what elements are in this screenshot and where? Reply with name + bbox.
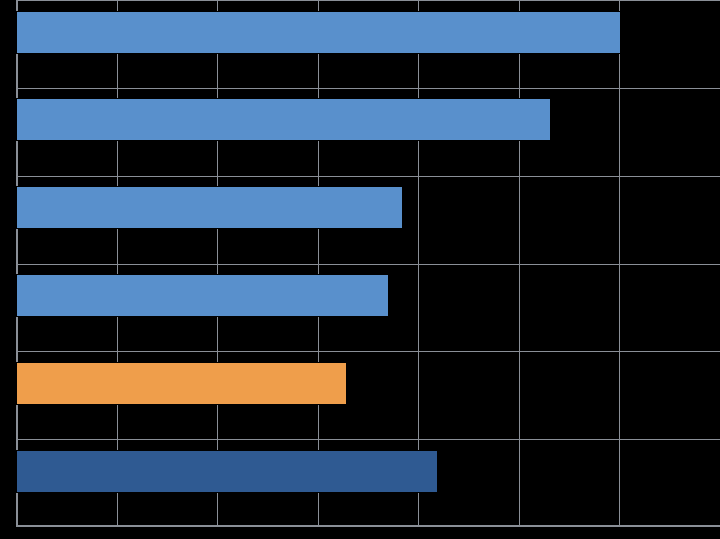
y-gridline <box>16 439 720 440</box>
plot-area <box>16 0 720 527</box>
bar <box>16 98 551 141</box>
y-gridline <box>16 0 720 1</box>
bar <box>16 186 403 229</box>
y-gridline <box>16 351 720 352</box>
y-gridline <box>16 525 720 527</box>
y-gridline <box>16 264 720 265</box>
bar <box>16 450 438 493</box>
bar <box>16 274 389 317</box>
y-gridline <box>16 88 720 89</box>
horizontal-bar-chart <box>0 0 720 539</box>
bar <box>16 11 621 54</box>
y-gridline <box>16 176 720 177</box>
bar <box>16 362 347 405</box>
